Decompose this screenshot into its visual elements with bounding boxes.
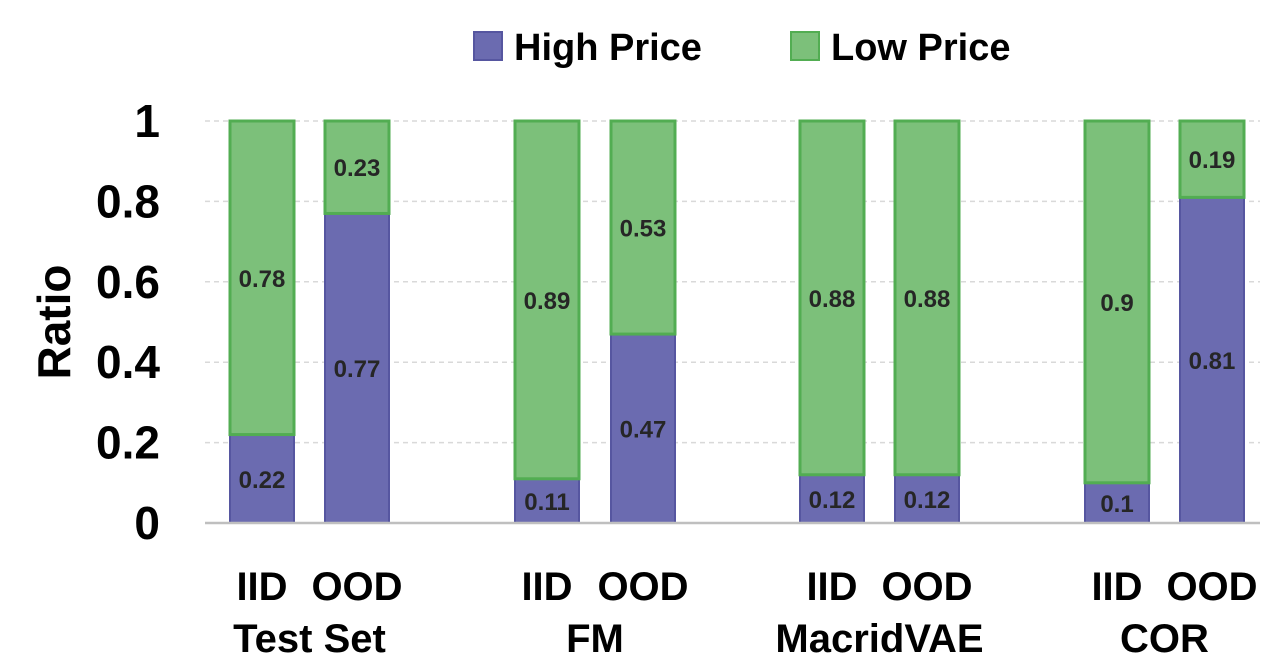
data-label-low-price: 0.88 xyxy=(809,286,856,313)
x-group-label: COR xyxy=(1120,617,1209,661)
legend-item-high-price[interactable]: High Price xyxy=(473,27,702,69)
bar-high-price xyxy=(610,333,676,524)
legend-swatch-low-price xyxy=(790,31,820,61)
y-axis-label: Ratio xyxy=(28,265,80,380)
legend-item-low-price[interactable]: Low Price xyxy=(790,27,1011,69)
legend-swatch-high-price xyxy=(473,31,503,61)
x-category-label: OOD xyxy=(311,565,402,609)
x-category-label: IID xyxy=(1091,565,1142,609)
data-label-high-price: 0.47 xyxy=(620,417,667,444)
data-label-low-price: 0.23 xyxy=(334,155,381,182)
legend-label-low-price: Low Price xyxy=(831,27,1011,69)
data-label-low-price: 0.89 xyxy=(524,288,571,315)
bar-low-price xyxy=(228,119,296,437)
legend: High Price Low Price xyxy=(473,27,1011,69)
data-label-high-price: 0.22 xyxy=(239,467,286,494)
data-label-low-price: 0.9 xyxy=(1100,290,1133,317)
x-group-label: MacridVAE xyxy=(775,617,983,661)
bar-low-price xyxy=(609,119,677,336)
data-label-high-price: 0.1 xyxy=(1100,491,1133,518)
bar-low-price xyxy=(1083,119,1151,485)
x-category-label: OOD xyxy=(597,565,688,609)
data-label-low-price: 0.53 xyxy=(620,216,667,243)
bars xyxy=(228,119,1246,525)
bar-low-price xyxy=(513,119,581,481)
y-tick-label: 0.6 xyxy=(96,256,160,308)
data-label-high-price: 0.11 xyxy=(524,489,569,516)
x-group-label: Test Set xyxy=(233,617,386,661)
bar-low-price xyxy=(1178,119,1246,199)
data-label-high-price: 0.81 xyxy=(1189,348,1236,375)
bar-high-price xyxy=(894,473,960,525)
x-category-label: OOD xyxy=(1166,565,1257,609)
bar-high-price xyxy=(799,473,865,525)
data-label-low-price: 0.19 xyxy=(1189,147,1236,174)
y-tick-label: 1 xyxy=(134,95,160,147)
y-tick-label: 0 xyxy=(134,497,160,549)
data-label-high-price: 0.12 xyxy=(904,487,951,514)
y-tick-label: 0.8 xyxy=(96,175,160,227)
x-category-label: IID xyxy=(806,565,857,609)
y-tick-label: 0.4 xyxy=(96,336,160,388)
bar-low-price xyxy=(323,119,391,215)
x-group-label: FM xyxy=(566,617,624,661)
bar-high-price xyxy=(1179,196,1245,524)
bar-low-price xyxy=(893,119,961,477)
data-labels: 0.22 0.78 0.77 0.23 0.11 0.89 0.47 0.53 0.12 0.88… xyxy=(239,147,1236,518)
data-label-high-price: 0.77 xyxy=(334,356,381,383)
y-tick-label: 0.2 xyxy=(96,417,160,469)
data-label-low-price: 0.78 xyxy=(239,266,286,293)
bar-low-price xyxy=(798,119,866,477)
bar-high-price xyxy=(324,212,390,525)
legend-label-high-price: High Price xyxy=(514,27,702,69)
x-category-label: OOD xyxy=(881,565,972,609)
x-category-label: IID xyxy=(521,565,572,609)
x-category-label: IID xyxy=(236,565,287,609)
data-label-low-price: 0.88 xyxy=(904,286,951,313)
data-label-high-price: 0.12 xyxy=(809,487,856,514)
